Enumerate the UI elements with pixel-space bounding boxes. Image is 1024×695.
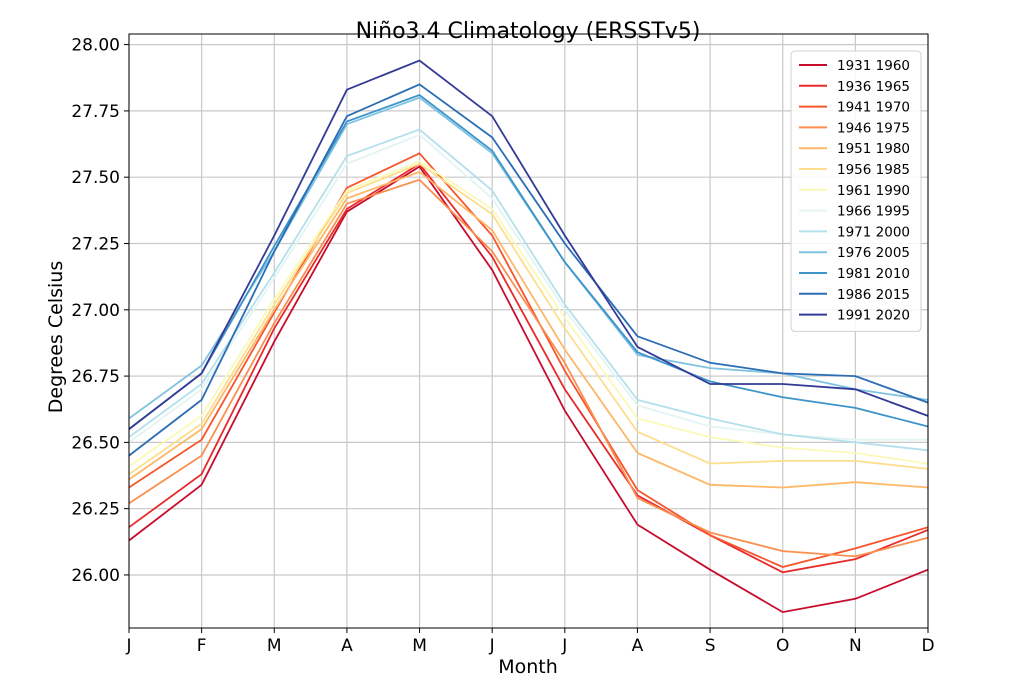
x-tick-label: S <box>705 636 716 656</box>
x-tick-label: O <box>776 636 789 656</box>
series-line-1971-2000 <box>128 128 929 452</box>
y-axis-label: Degrees Celsius <box>45 261 67 413</box>
y-tick-label: 27.75 <box>71 102 120 122</box>
y-tick-label: 27.25 <box>71 234 120 254</box>
y-tick-label: 27.00 <box>71 301 120 321</box>
y-tick-label: 27.50 <box>71 168 120 188</box>
legend-label: 1976 2005 <box>837 245 910 261</box>
series-line-1981-2010 <box>128 93 929 430</box>
series-line-1991-2020 <box>128 59 929 430</box>
legend-label: 1946 1975 <box>837 120 910 136</box>
legend-label: 1936 1965 <box>837 79 910 95</box>
x-tick-label: M <box>267 636 282 656</box>
x-tick-label: F <box>197 636 207 656</box>
series-line-1986-2015 <box>128 83 929 457</box>
series-line-1936-1965 <box>128 162 929 574</box>
y-tick-label: 26.00 <box>71 566 120 586</box>
legend-label: 1956 1985 <box>837 162 910 178</box>
x-tick-label: J <box>125 636 131 656</box>
y-axis-ticks: 26.00 26.25 26.50 26.75 27.00 27.25 27.50 27.75… <box>71 36 129 586</box>
legend-label: 1931 1960 <box>837 58 910 74</box>
series-line-1931-1960 <box>128 165 929 614</box>
series-line-1941-1970 <box>128 152 929 568</box>
legend: 1931 1960 1936 1965 1941 1970 1946 1975 1951… <box>790 50 922 332</box>
y-tick-label: 26.50 <box>71 433 120 453</box>
gridlines <box>128 34 929 628</box>
plot-frame <box>128 33 929 629</box>
legend-label: 1951 1980 <box>837 141 910 157</box>
x-tick-label: N <box>849 636 862 656</box>
legend-label: 1966 1995 <box>837 204 910 220</box>
chart-title: Niño3.4 Climatology (ERSSTv5) <box>356 19 701 44</box>
legend-label: 1981 2010 <box>837 266 910 282</box>
series-lines <box>128 59 929 614</box>
x-tick-label: D <box>921 636 934 656</box>
legend-label: 1986 2015 <box>837 287 910 303</box>
x-tick-label: M <box>412 636 427 656</box>
legend-label: 1961 1990 <box>837 183 910 199</box>
legend-box <box>790 50 922 332</box>
x-tick-label: J <box>489 636 495 656</box>
series-line-1956-1985 <box>128 162 929 475</box>
x-tick-label: A <box>341 636 353 656</box>
series-line-1946-1975 <box>128 178 929 558</box>
series-line-1951-1980 <box>128 170 929 489</box>
series-line-1961-1990 <box>128 160 929 467</box>
legend-label: 1971 2000 <box>837 224 910 240</box>
y-tick-label: 26.75 <box>71 367 120 387</box>
x-tick-label: J <box>561 636 567 656</box>
legend-label: 1991 2020 <box>837 308 910 324</box>
legend-label: 1941 1970 <box>837 100 910 116</box>
y-tick-label: 28.00 <box>71 36 120 56</box>
x-tick-label: A <box>632 636 644 656</box>
x-axis-label: Month <box>498 656 558 678</box>
y-tick-label: 26.25 <box>71 500 120 520</box>
